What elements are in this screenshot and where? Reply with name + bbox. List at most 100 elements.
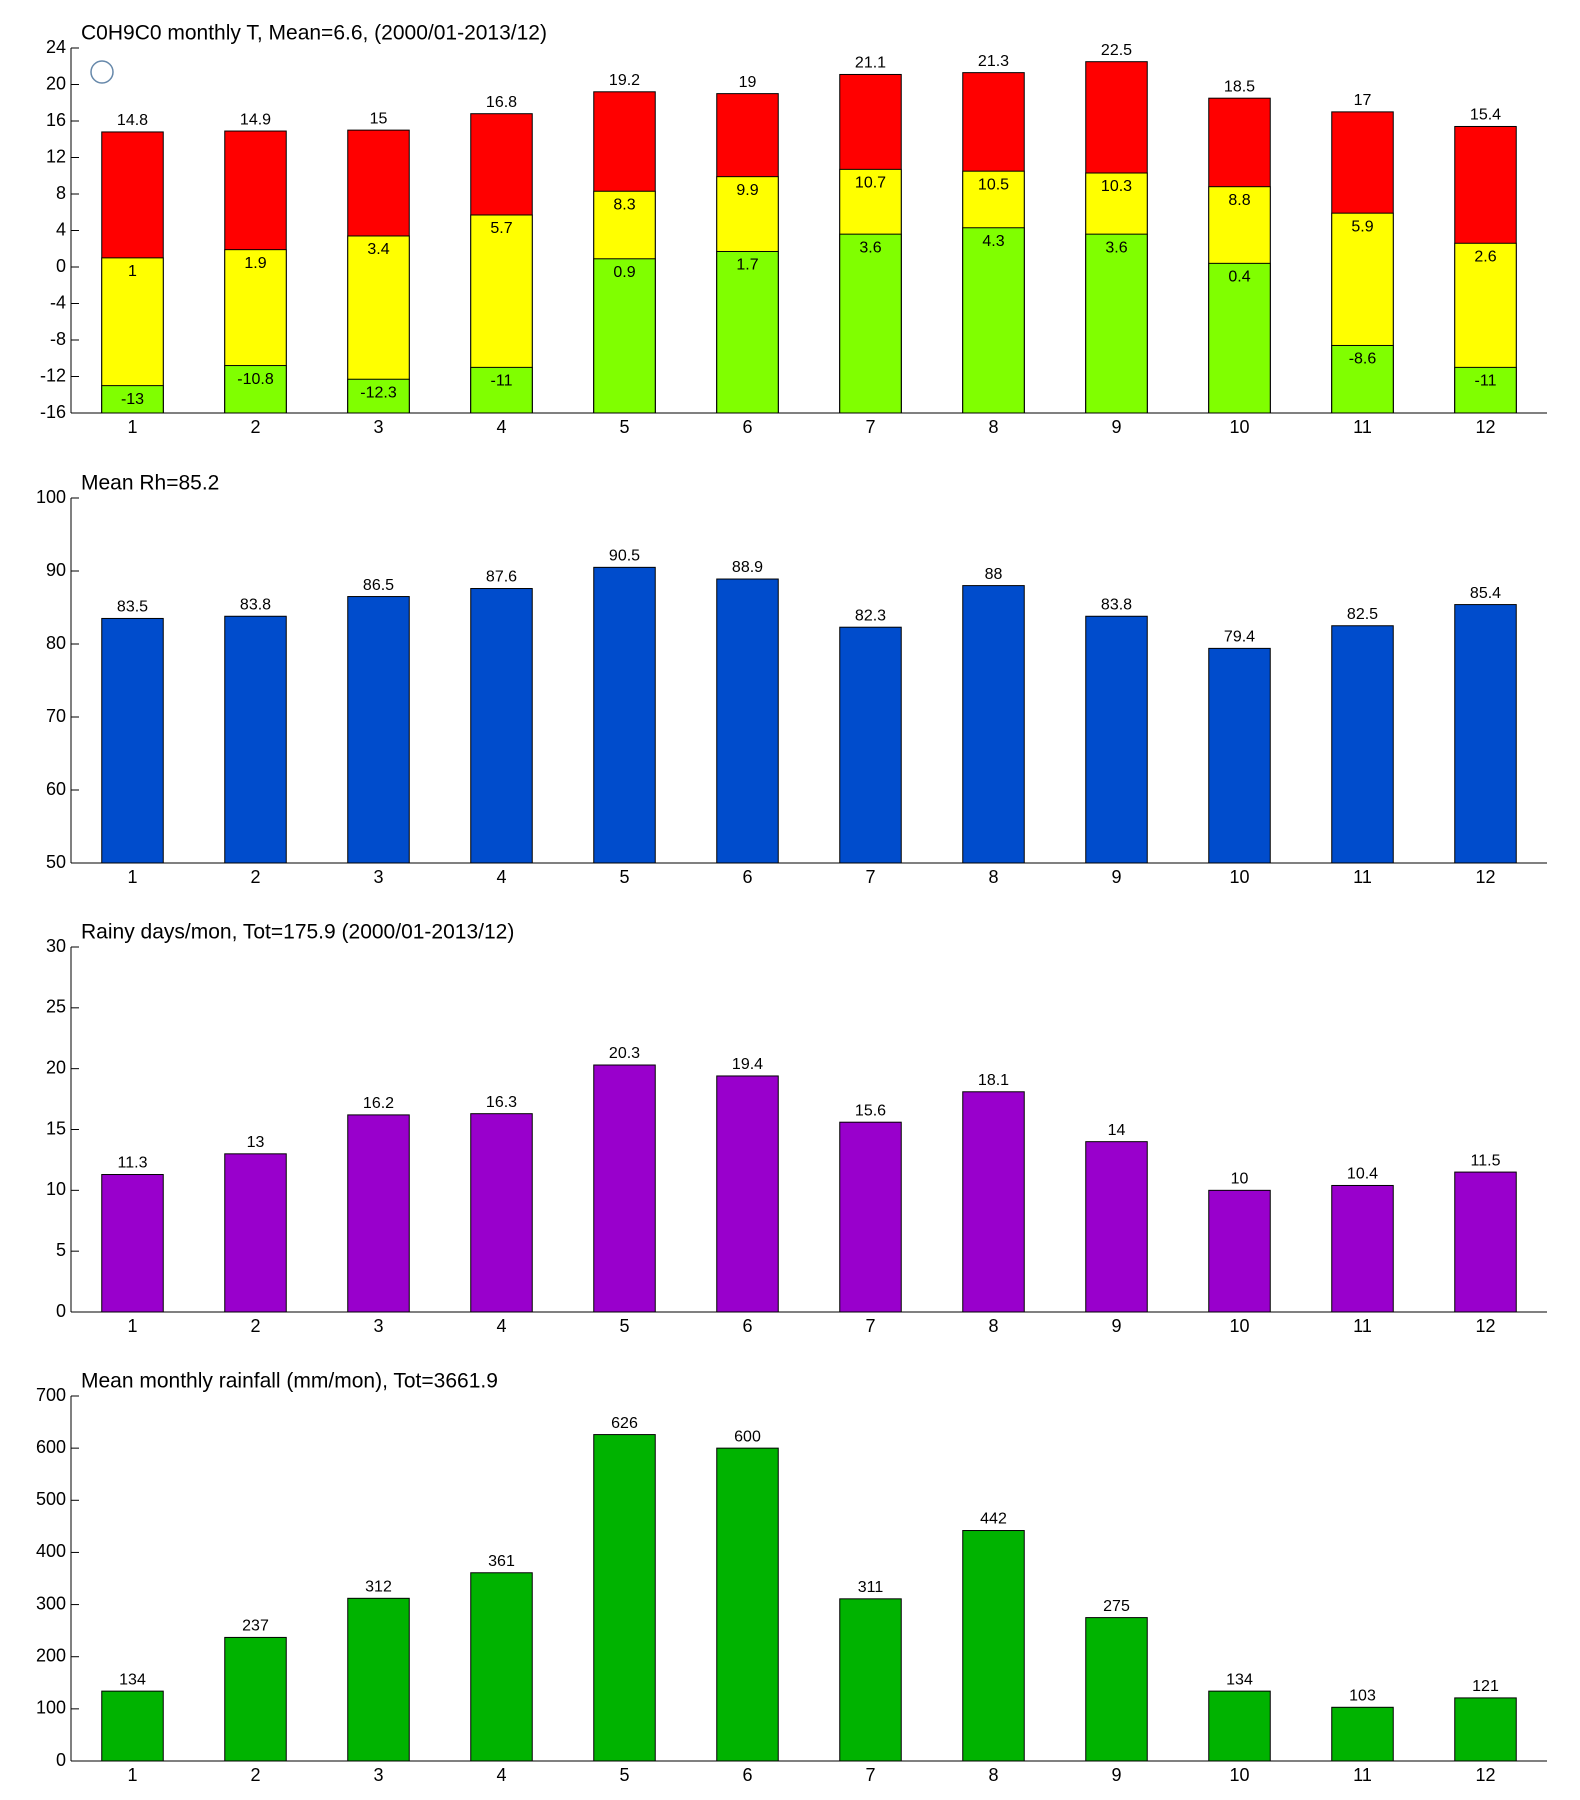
x-tick-label: 9 [1111,1316,1121,1336]
bar [1208,647,1271,864]
bar [224,365,287,414]
bar [1085,233,1148,414]
value-label: 10.4 [1347,1166,1378,1183]
value-label: 442 [980,1511,1007,1528]
y-tick-label: 500 [36,1489,66,1509]
x-tick-label: 11 [1353,1765,1372,1785]
bar [470,1572,533,1762]
value-label: 79.4 [1224,629,1255,646]
x-tick-label: 12 [1475,867,1495,887]
x-tick-label: 8 [988,1765,998,1785]
value-label: 18.5 [1224,78,1255,95]
bar [347,596,410,864]
y-tick-label: 100 [36,1698,66,1718]
x-tick-label: 11 [1353,1316,1372,1336]
bar [839,233,902,414]
value-label: 361 [488,1553,515,1570]
value-label: 21.1 [855,55,886,72]
y-tick-label: 20 [46,1057,66,1077]
x-tick-label: 4 [496,1765,506,1785]
bar [1454,366,1517,414]
x-tick-label: 8 [988,1316,998,1336]
y-tick-label: 400 [36,1541,66,1561]
value-label: 16.2 [363,1095,394,1112]
x-tick-label: 2 [250,867,260,887]
value-label: 0.4 [1228,269,1250,286]
y-tick-label: 0 [56,1301,66,1321]
value-label: 82.5 [1347,606,1378,623]
x-tick-label: 9 [1111,1765,1121,1785]
value-label: 600 [734,1428,761,1445]
value-label: 10.7 [855,175,886,192]
value-label: -11 [1475,373,1497,390]
bar [101,385,164,414]
x-tick-label: 8 [988,417,998,437]
x-tick-label: 2 [250,1765,260,1785]
bar [962,1530,1025,1762]
bar [716,1075,779,1313]
bar [1208,1690,1271,1762]
value-label: 14 [1108,1122,1126,1139]
x-tick-label: 5 [619,867,629,887]
logo [90,60,114,84]
bar [839,1121,902,1313]
x-tick-label: 11 [1353,417,1372,437]
value-label: 14.8 [117,112,148,129]
y-tick-label: 16 [46,110,66,130]
x-tick-label: 2 [250,417,260,437]
value-label: 10.3 [1101,178,1132,195]
value-label: 83.5 [117,599,148,616]
bar [1454,604,1517,864]
x-tick-label: 2 [250,1316,260,1336]
x-tick-label: 5 [619,417,629,437]
y-tick-label: 60 [46,779,66,799]
value-label: 312 [365,1579,392,1596]
y-tick-label: 12 [46,146,66,166]
value-label: 237 [242,1618,269,1635]
value-label: 17 [1354,92,1372,109]
bar [839,1598,902,1762]
chart-title: C0H9C0 monthly T, Mean=6.6, (2000/01-201… [81,22,547,45]
y-tick-label: 8 [56,183,66,203]
value-label: 134 [1226,1671,1253,1688]
y-tick-label: 30 [46,936,66,956]
value-label: 19.4 [732,1056,763,1073]
x-tick-label: 6 [742,417,752,437]
bar [470,1113,533,1313]
y-tick-label: 90 [46,560,66,580]
value-label: -11 [491,373,513,390]
value-label: 15.6 [855,1102,886,1119]
value-label: 103 [1349,1688,1376,1705]
bar [101,617,164,864]
value-label: 15 [370,110,388,127]
value-label: 1.7 [736,257,758,274]
y-tick-label: 15 [46,1118,66,1138]
value-label: 21.3 [978,53,1009,70]
value-label: 5.9 [1351,218,1373,235]
value-label: 20.3 [609,1045,640,1062]
x-tick-label: 9 [1111,867,1121,887]
value-label: 3.6 [859,239,881,256]
x-tick-label: 8 [988,867,998,887]
x-tick-label: 3 [373,1316,383,1336]
value-label: 1.9 [244,255,266,272]
bar [347,1597,410,1762]
value-label: 90.5 [609,548,640,565]
bar [593,566,656,864]
y-tick-label: 0 [56,1750,66,1770]
bar [716,1447,779,1762]
value-label: 18.1 [978,1072,1009,1089]
x-tick-label: 3 [373,867,383,887]
value-label: 15.4 [1470,107,1501,124]
bar [224,1153,287,1313]
x-tick-label: 4 [496,1316,506,1336]
bar [470,588,533,864]
value-label: 19.2 [609,72,640,89]
value-label: 83.8 [1101,596,1132,613]
bar [224,1636,287,1762]
value-label: 275 [1103,1598,1130,1615]
bar [1085,1141,1148,1313]
value-label: 134 [119,1671,146,1688]
bar [224,615,287,864]
